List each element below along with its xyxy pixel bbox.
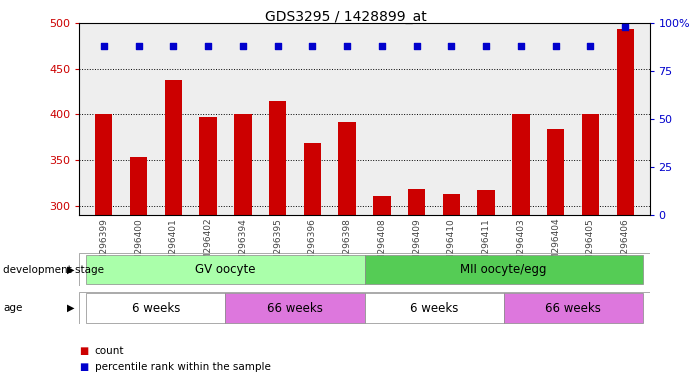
Bar bbox=[164, 80, 182, 215]
Point bbox=[237, 43, 248, 49]
Text: MII oocyte/egg: MII oocyte/egg bbox=[460, 263, 547, 276]
Bar bbox=[373, 196, 390, 215]
Point bbox=[202, 43, 214, 49]
Bar bbox=[582, 114, 599, 215]
Bar bbox=[86, 255, 365, 285]
Text: ■: ■ bbox=[79, 346, 88, 356]
Bar bbox=[477, 190, 495, 215]
Text: 6 weeks: 6 weeks bbox=[132, 302, 180, 314]
Bar bbox=[303, 143, 321, 215]
Point bbox=[377, 43, 388, 49]
Bar bbox=[269, 101, 286, 215]
Text: age: age bbox=[3, 303, 23, 313]
Bar bbox=[512, 114, 529, 215]
Bar bbox=[504, 293, 643, 323]
Point bbox=[515, 43, 527, 49]
Text: ▶: ▶ bbox=[67, 303, 75, 313]
Bar bbox=[364, 293, 504, 323]
Point bbox=[620, 24, 631, 30]
Point bbox=[272, 43, 283, 49]
Bar bbox=[225, 293, 364, 323]
Bar bbox=[364, 255, 643, 285]
Text: ■: ■ bbox=[79, 362, 88, 372]
Text: development stage: development stage bbox=[3, 265, 104, 275]
Bar bbox=[339, 122, 356, 215]
Text: 6 weeks: 6 weeks bbox=[410, 302, 458, 314]
Text: 66 weeks: 66 weeks bbox=[267, 302, 323, 314]
Text: GV oocyte: GV oocyte bbox=[196, 263, 256, 276]
Bar bbox=[200, 117, 217, 215]
Bar bbox=[408, 189, 426, 215]
Point bbox=[550, 43, 561, 49]
Text: percentile rank within the sample: percentile rank within the sample bbox=[95, 362, 271, 372]
Bar bbox=[130, 157, 147, 215]
Text: GDS3295 / 1428899_at: GDS3295 / 1428899_at bbox=[265, 10, 426, 23]
Bar bbox=[86, 293, 225, 323]
Bar bbox=[443, 194, 460, 215]
Bar bbox=[547, 129, 565, 215]
Point bbox=[133, 43, 144, 49]
Point bbox=[168, 43, 179, 49]
Bar bbox=[616, 30, 634, 215]
Point bbox=[446, 43, 457, 49]
Bar bbox=[95, 114, 113, 215]
Text: count: count bbox=[95, 346, 124, 356]
Text: 66 weeks: 66 weeks bbox=[545, 302, 601, 314]
Point bbox=[341, 43, 352, 49]
Point bbox=[481, 43, 492, 49]
Point bbox=[307, 43, 318, 49]
Bar bbox=[234, 114, 252, 215]
Point bbox=[98, 43, 109, 49]
Text: ▶: ▶ bbox=[67, 265, 75, 275]
Point bbox=[411, 43, 422, 49]
Point bbox=[585, 43, 596, 49]
